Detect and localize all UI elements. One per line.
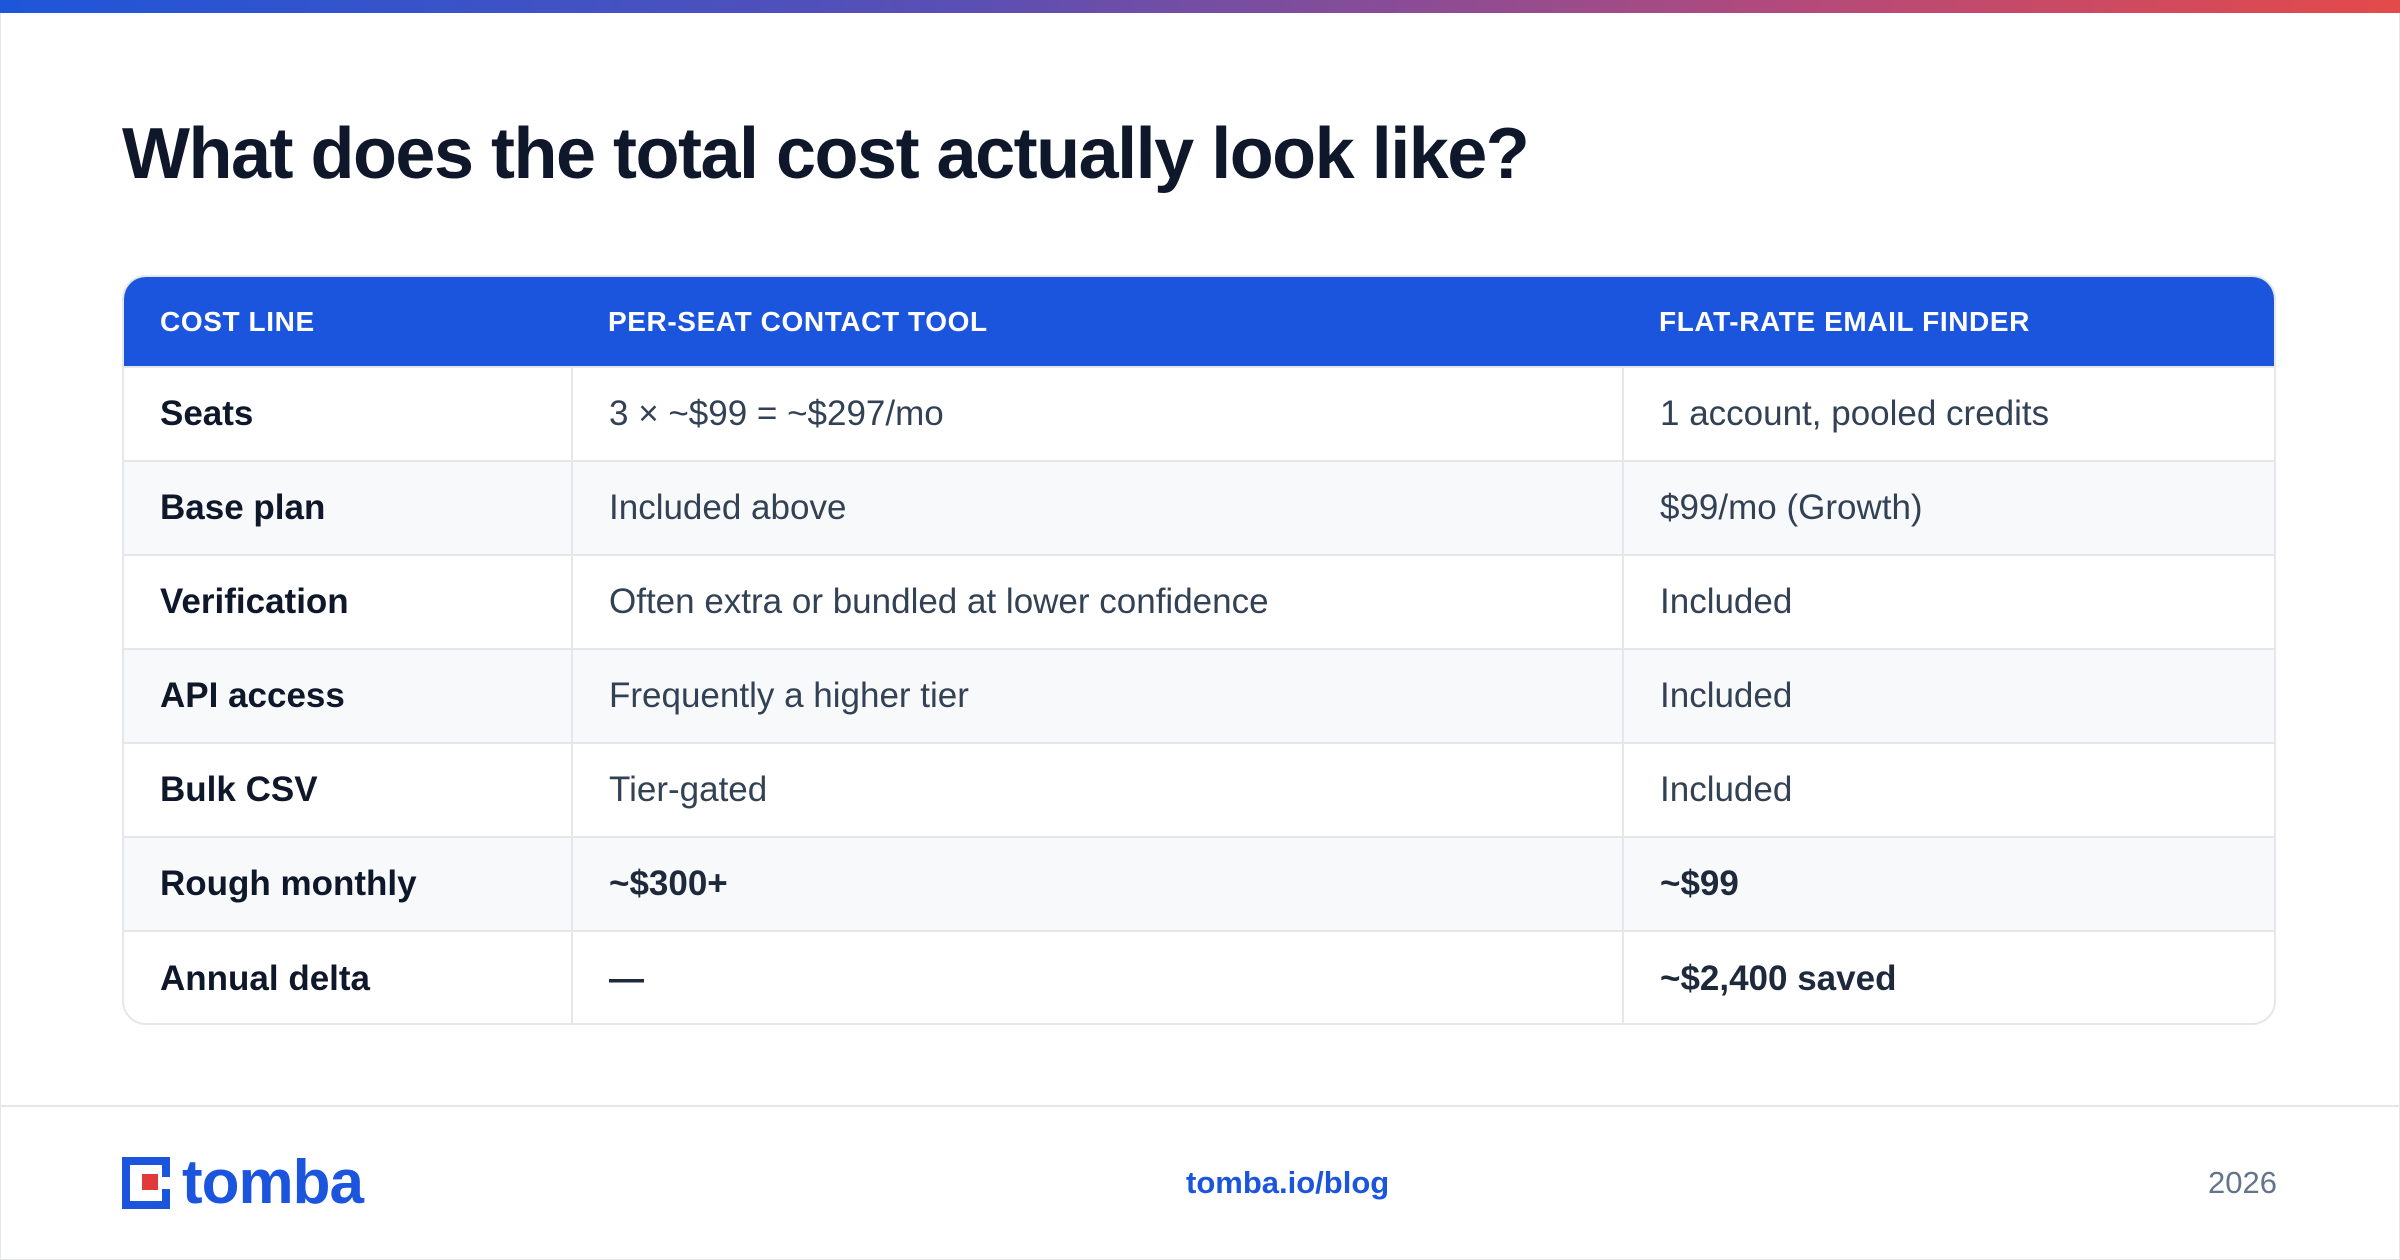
table-row: Rough monthly ~$300+ ~$99 bbox=[124, 837, 2274, 931]
row-label: Bulk CSV bbox=[160, 770, 318, 809]
footer-year: 2026 bbox=[2208, 1165, 2277, 1200]
row-label: Base plan bbox=[160, 488, 326, 527]
header-cost-line: COST LINE bbox=[160, 305, 315, 337]
cost-comparison-table: COST LINE PER-SEAT CONTACT TOOL FLAT-RAT… bbox=[122, 275, 2276, 1025]
per-seat-value: ~$300+ bbox=[571, 837, 1623, 931]
flat-rate-value: Included bbox=[1622, 743, 2274, 837]
flat-rate-value: 1 account, pooled credits bbox=[1622, 367, 2274, 461]
table-header-row: COST LINE PER-SEAT CONTACT TOOL FLAT-RAT… bbox=[124, 277, 2274, 367]
table-row: Base plan Included above $99/mo (Growth) bbox=[124, 461, 2274, 555]
footer-divider bbox=[0, 1105, 2400, 1107]
gradient-top-bar bbox=[0, 0, 2400, 13]
row-label: Rough monthly bbox=[160, 864, 417, 903]
per-seat-value: Frequently a higher tier bbox=[571, 649, 1623, 743]
table-row: Annual delta — ~$2,400 saved bbox=[124, 931, 2274, 1023]
header-flat-rate-finder: FLAT-RATE EMAIL FINDER bbox=[1659, 305, 2030, 337]
row-label: Verification bbox=[160, 582, 349, 621]
page-title: What does the total cost actually look l… bbox=[122, 114, 1530, 194]
blog-link[interactable]: tomba.io/blog bbox=[1186, 1165, 1390, 1200]
logo-wordmark: tomba bbox=[182, 1148, 364, 1217]
table-row: Verification Often extra or bundled at l… bbox=[124, 555, 2274, 649]
per-seat-value: Tier-gated bbox=[571, 743, 1623, 837]
per-seat-value: Included above bbox=[571, 461, 1623, 555]
row-label: Annual delta bbox=[160, 958, 371, 998]
flat-rate-value: $99/mo (Growth) bbox=[1622, 461, 2274, 555]
table-row: API access Frequently a higher tier Incl… bbox=[124, 649, 2274, 743]
flat-rate-value: Included bbox=[1622, 649, 2274, 743]
per-seat-value: 3 × ~$99 = ~$297/mo bbox=[571, 367, 1623, 461]
flat-rate-value: ~$2,400 saved bbox=[1622, 931, 2274, 1023]
flat-rate-value: ~$99 bbox=[1622, 837, 2274, 931]
row-label: Seats bbox=[160, 394, 254, 433]
per-seat-value: — bbox=[571, 931, 1623, 1023]
table-row: Bulk CSV Tier-gated Included bbox=[124, 743, 2274, 837]
per-seat-value: Often extra or bundled at lower confiden… bbox=[571, 555, 1623, 649]
tomba-logo-icon bbox=[122, 1157, 170, 1209]
flat-rate-value: Included bbox=[1622, 555, 2274, 649]
header-per-seat-tool: PER-SEAT CONTACT TOOL bbox=[608, 305, 988, 337]
table-row: Seats 3 × ~$99 = ~$297/mo 1 account, poo… bbox=[124, 367, 2274, 461]
tomba-logo[interactable]: tomba bbox=[122, 1148, 364, 1217]
row-label: API access bbox=[160, 676, 345, 715]
